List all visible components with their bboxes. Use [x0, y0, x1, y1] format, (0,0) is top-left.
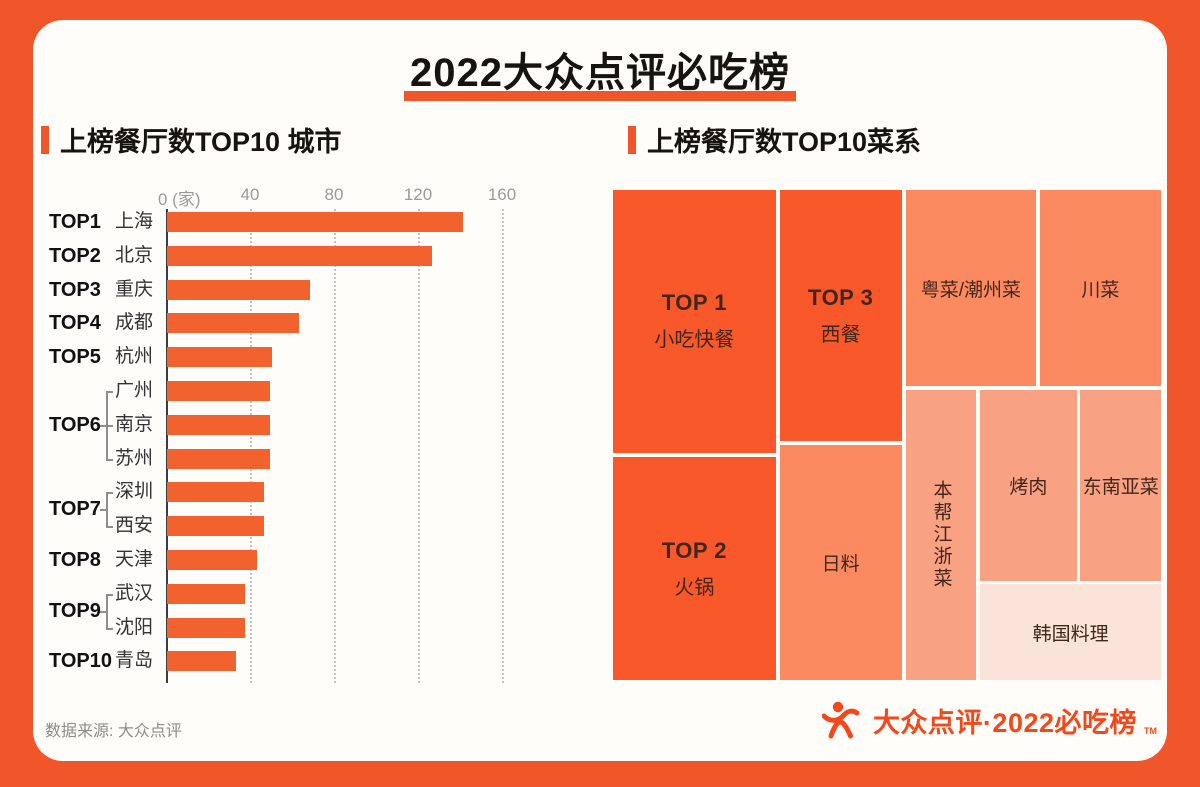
city-label: 苏州: [115, 447, 154, 469]
treemap-cell-label: 本帮江浙菜: [930, 479, 952, 590]
bracket-tick: [106, 526, 113, 529]
treemap-cell: 日料: [779, 445, 902, 680]
bracket-connector: [100, 424, 106, 427]
bracket-tick: [106, 458, 113, 461]
main-card: 2022大众点评必吃榜 上榜餐厅数TOP10 城市 上榜餐厅数TOP10菜系 0…: [33, 20, 1167, 761]
bracket-line: [106, 492, 108, 527]
bar: [167, 550, 258, 570]
rank-label: TOP1: [49, 211, 101, 233]
rank-label: TOP6: [49, 413, 101, 436]
gridline: [502, 209, 504, 683]
bar: [167, 482, 264, 503]
rank-label: TOP4: [49, 312, 101, 335]
cities-header-label: 上榜餐厅数TOP10 城市: [60, 127, 342, 157]
bracket-tick: [106, 627, 113, 630]
city-label: 成都: [115, 312, 154, 334]
city-label: 青岛: [115, 650, 154, 672]
treemap-cell-label: 东南亚菜: [1082, 476, 1159, 498]
title-wrap: 2022大众点评必吃榜: [33, 20, 1167, 101]
treemap-cell: 东南亚菜: [1080, 389, 1161, 581]
dianping-logo: 大众点评·2022必吃榜 TM: [821, 700, 1157, 740]
city-label: 杭州: [115, 346, 154, 368]
city-label: 武汉: [115, 582, 154, 604]
accent-bar-icon: [628, 125, 636, 154]
treemap-cell-label: 烤肉: [1009, 476, 1048, 498]
treemap-cell-label: 粤菜/潮州菜: [920, 279, 1021, 301]
city-label: 重庆: [115, 278, 154, 300]
data-source-note: 数据来源: 大众点评: [45, 723, 182, 740]
page-title: 2022大众点评必吃榜: [404, 40, 796, 101]
city-label: 天津: [115, 549, 154, 570]
city-label: 南京: [115, 413, 154, 435]
city-label: 广州: [115, 380, 154, 401]
cuisines-section-header: 上榜餐厅数TOP10菜系: [628, 120, 921, 159]
dianping-person-icon: [821, 701, 860, 739]
rank-label: TOP3: [49, 278, 101, 301]
bar: [167, 583, 245, 604]
gridline: [418, 209, 420, 683]
bar: [167, 279, 310, 300]
treemap-cell: TOP 2 火锅: [613, 457, 776, 680]
axis-zero-line: [166, 209, 168, 683]
bar: [167, 245, 432, 266]
gridline: [250, 209, 252, 683]
bar: [167, 448, 270, 469]
bar: [167, 381, 270, 401]
bar: [167, 414, 270, 435]
treemap-cell-label: 火锅: [674, 576, 715, 599]
trademark-mark: TM: [1144, 726, 1157, 736]
bar: [167, 651, 237, 672]
bracket-line: [106, 593, 108, 628]
cuisines-header-label: 上榜餐厅数TOP10菜系: [647, 127, 922, 157]
bracket-tick: [106, 492, 113, 495]
rank-label: TOP2: [49, 244, 101, 267]
cities-section-header: 上榜餐厅数TOP10 城市: [41, 120, 342, 159]
bracket-connector: [100, 610, 106, 613]
rank-label: TOP7: [49, 498, 101, 521]
cuisines-treemap: TOP 1 小吃快餐 TOP 2 火锅 TOP 3 西餐日料 粤菜/潮州菜 川菜本帮江浙菜 烤肉…: [613, 190, 1161, 680]
city-label: 沈阳: [115, 616, 154, 638]
axis-tick-label: 40: [240, 185, 260, 204]
bar: [167, 617, 245, 638]
axis-tick-label: 80: [324, 185, 344, 204]
bar: [167, 212, 464, 232]
treemap-cell-rank: TOP 3: [808, 284, 874, 310]
bracket-tick: [106, 593, 113, 596]
rank-label: TOP8: [49, 549, 101, 571]
rank-label: TOP5: [49, 346, 101, 369]
treemap-cell-label: 日料: [821, 554, 860, 576]
city-label: 深圳: [115, 481, 154, 503]
treemap-cell: 本帮江浙菜: [905, 389, 977, 680]
accent-bar-icon: [41, 125, 49, 154]
bar: [167, 516, 264, 537]
treemap-cell-label: 韩国料理: [1032, 623, 1109, 645]
treemap-cell: 韩国料理: [980, 584, 1161, 680]
treemap-cell: 烤肉: [980, 389, 1077, 581]
treemap-cell-label: 川菜: [1081, 279, 1120, 301]
city-label: 西安: [115, 515, 154, 537]
dianping-logo-text: 大众点评·2022必吃榜: [872, 707, 1137, 738]
rank-label: TOP9: [49, 599, 101, 622]
treemap-cell: TOP 1 小吃快餐: [613, 190, 776, 453]
gridline: [334, 209, 336, 683]
bracket-tick: [106, 391, 113, 393]
bracket-connector: [100, 509, 106, 512]
city-label: 上海: [115, 211, 154, 232]
rank-label: TOP10: [49, 650, 112, 673]
treemap-cell-label: 西餐: [820, 323, 861, 346]
axis-tick-label: 160: [487, 185, 517, 204]
treemap-cell: TOP 3 西餐: [779, 190, 902, 442]
bracket-tick: [106, 424, 113, 427]
bar: [167, 347, 272, 368]
treemap-cell-rank: TOP 2: [661, 537, 728, 563]
treemap-cell: 川菜: [1039, 190, 1161, 386]
cities-bar-chart: 0 (家) 40 80 120 160 TOP1 上海 TOP2 北京 TOP3 重庆 TOP4 成都 T…: [45, 185, 590, 690]
treemap-cell: 粤菜/潮州菜: [905, 190, 1037, 386]
treemap-cell-rank: TOP 1: [661, 290, 728, 316]
axis-tick-label: 0 (家): [158, 190, 201, 209]
treemap-cell-label: 小吃快餐: [654, 329, 735, 352]
city-label: 北京: [115, 244, 154, 266]
bar: [167, 313, 300, 334]
axis-tick-label: 120: [403, 185, 433, 204]
